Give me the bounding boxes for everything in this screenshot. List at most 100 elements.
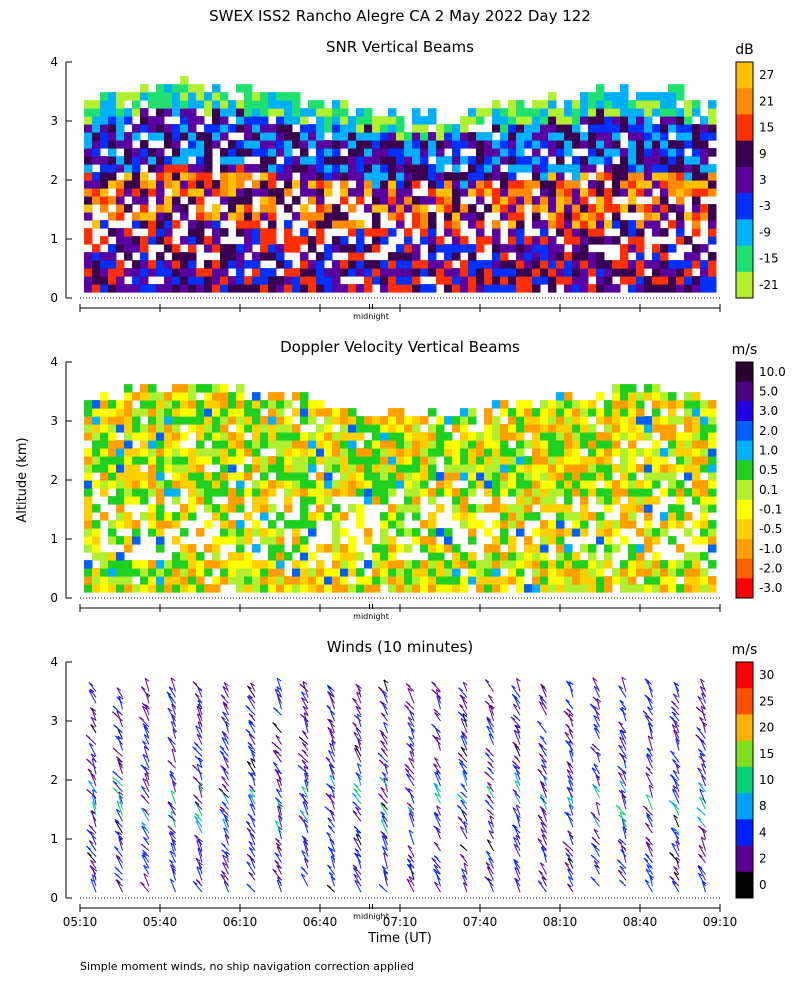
wind-barb-flag bbox=[647, 735, 653, 740]
heatmap-cell bbox=[468, 552, 477, 561]
wind-barb-flag bbox=[223, 814, 229, 818]
heatmap-cell bbox=[172, 124, 181, 133]
heatmap-cell bbox=[428, 260, 437, 269]
heatmap-cell bbox=[356, 504, 365, 513]
wind-barb-flag bbox=[141, 843, 146, 848]
wind-barb-flag bbox=[697, 872, 703, 877]
wind-barb-flag bbox=[355, 806, 360, 811]
heatmap-cell bbox=[476, 236, 485, 245]
heatmap-cell bbox=[212, 416, 221, 425]
wind-barb-flag bbox=[378, 759, 384, 764]
wind-barb bbox=[142, 754, 150, 769]
heatmap-cell bbox=[372, 424, 381, 433]
wind-barb-flag bbox=[329, 809, 335, 814]
heatmap-cell bbox=[364, 284, 373, 293]
heatmap-cell bbox=[108, 528, 117, 537]
heatmap-cell bbox=[396, 504, 405, 513]
heatmap-cell bbox=[140, 220, 149, 229]
heatmap-cell bbox=[132, 108, 141, 117]
heatmap-cell bbox=[364, 188, 373, 197]
heatmap-cell bbox=[700, 456, 709, 465]
heatmap-cell bbox=[628, 496, 637, 505]
wind-barb-flag bbox=[460, 853, 465, 858]
heatmap-cell bbox=[324, 284, 333, 293]
heatmap-cell bbox=[492, 488, 501, 497]
heatmap-cell bbox=[452, 132, 461, 141]
wind-barb-flag bbox=[673, 871, 679, 876]
heatmap-cell bbox=[268, 544, 277, 553]
wind-barb bbox=[540, 847, 547, 857]
heatmap-cell bbox=[236, 124, 245, 133]
heatmap-cell bbox=[660, 132, 669, 141]
wind-barb-flag bbox=[142, 808, 148, 812]
heatmap-cell bbox=[604, 560, 613, 569]
heatmap-cell bbox=[516, 140, 525, 149]
wind-barb-flag bbox=[513, 824, 518, 829]
wind-barb bbox=[356, 713, 362, 728]
wind-barb bbox=[118, 795, 123, 810]
heatmap-cell bbox=[564, 148, 573, 157]
heatmap-cell bbox=[556, 464, 565, 473]
heatmap-cell bbox=[508, 544, 517, 553]
heatmap-cell bbox=[84, 156, 93, 165]
wind-barb-flag bbox=[671, 706, 676, 711]
heatmap-cell bbox=[644, 456, 653, 465]
heatmap-cell bbox=[484, 488, 493, 497]
wind-barb bbox=[512, 764, 521, 775]
heatmap-cell bbox=[148, 268, 157, 277]
heatmap-cell bbox=[292, 140, 301, 149]
heatmap-cell bbox=[660, 448, 669, 457]
heatmap-cell bbox=[380, 544, 389, 553]
heatmap-cell bbox=[620, 172, 629, 181]
heatmap-cell bbox=[596, 268, 605, 277]
heatmap-cell bbox=[404, 448, 413, 457]
heatmap-cell bbox=[364, 560, 373, 569]
heatmap-cell bbox=[124, 244, 133, 253]
heatmap-cell bbox=[92, 440, 101, 449]
heatmap-cell bbox=[276, 116, 285, 125]
heatmap-cell bbox=[444, 252, 453, 261]
wind-barb-flag bbox=[434, 792, 440, 797]
heatmap-cell bbox=[172, 284, 181, 293]
heatmap-cell bbox=[652, 220, 661, 229]
heatmap-cell bbox=[532, 456, 541, 465]
colorbar-label: 2.0 bbox=[759, 424, 778, 438]
heatmap-cell bbox=[532, 236, 541, 245]
heatmap-cell bbox=[300, 432, 309, 441]
heatmap-cell bbox=[340, 440, 349, 449]
heatmap-cell bbox=[428, 432, 437, 441]
wind-barb-flag bbox=[195, 725, 200, 730]
heatmap-cell bbox=[588, 100, 597, 109]
heatmap-cell bbox=[236, 84, 245, 93]
heatmap-cell bbox=[92, 456, 101, 465]
heatmap-cell bbox=[140, 384, 149, 393]
heatmap-cell bbox=[532, 576, 541, 585]
wind-barb bbox=[88, 690, 97, 704]
heatmap-cell bbox=[236, 448, 245, 457]
heatmap-cell bbox=[260, 180, 269, 189]
heatmap-cell bbox=[292, 432, 301, 441]
heatmap-cell bbox=[492, 236, 501, 245]
heatmap-cell bbox=[652, 132, 661, 141]
heatmap-cell bbox=[228, 552, 237, 561]
wind-barb bbox=[408, 876, 415, 887]
heatmap-cell bbox=[124, 496, 133, 505]
heatmap-cell bbox=[516, 220, 525, 229]
heatmap-cell bbox=[252, 148, 261, 157]
heatmap-cell bbox=[668, 504, 677, 513]
wind-barb-flag bbox=[222, 854, 227, 859]
heatmap-cell bbox=[244, 124, 253, 133]
heatmap-cell bbox=[188, 472, 197, 481]
heatmap-cell bbox=[156, 156, 165, 165]
wind-barb bbox=[142, 852, 150, 863]
heatmap-cell bbox=[452, 424, 461, 433]
heatmap-cell bbox=[476, 156, 485, 165]
colorbar-label: -3 bbox=[759, 199, 771, 213]
wind-barb bbox=[540, 794, 547, 810]
heatmap-cell bbox=[324, 472, 333, 481]
wind-barb-flag bbox=[87, 768, 93, 773]
heatmap-cell bbox=[92, 140, 101, 149]
heatmap-cell bbox=[580, 284, 589, 293]
heatmap-cell bbox=[444, 416, 453, 425]
heatmap-cell bbox=[692, 536, 701, 545]
